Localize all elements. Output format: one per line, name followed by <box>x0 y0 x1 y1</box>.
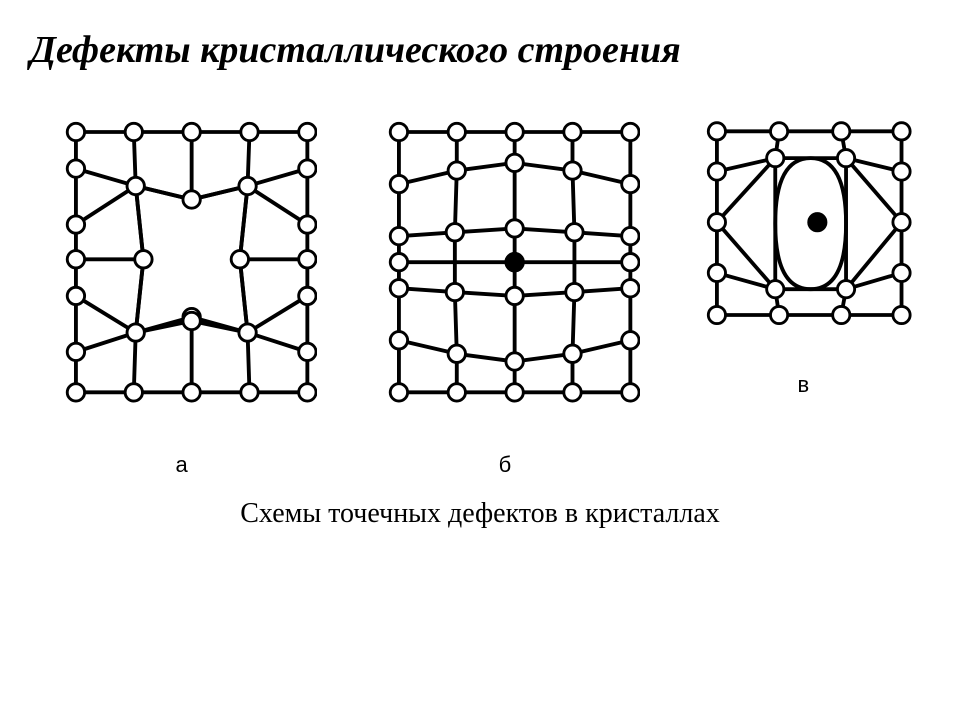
page-title: Дефекты кристаллического строения <box>0 0 960 72</box>
lattice-vacancy-diagram <box>47 112 317 422</box>
lattice-substitution-diagram <box>693 112 913 342</box>
figure-c-label: в <box>797 372 809 398</box>
figure-a: а <box>47 112 317 478</box>
figure-b: б <box>370 112 640 478</box>
lattice-interstitial-diagram <box>370 112 640 422</box>
figure-b-label: б <box>499 452 512 478</box>
caption: Схемы точечных дефектов в кристаллах <box>0 478 960 530</box>
diagrams-row: а б в <box>0 72 960 478</box>
figure-a-label: а <box>176 452 188 478</box>
figure-c: в <box>693 112 913 398</box>
